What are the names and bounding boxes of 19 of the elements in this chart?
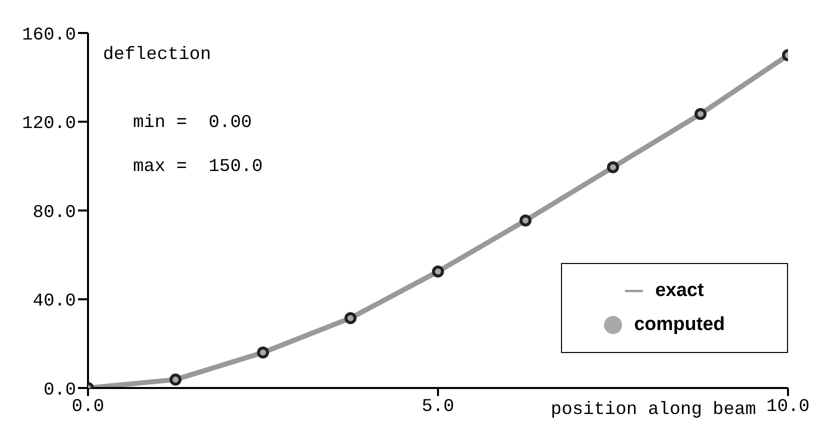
y-axis-title: deflection (103, 45, 212, 65)
point (256, 346, 270, 359)
point (519, 214, 532, 226)
annotation: min = 0.00 (133, 113, 252, 133)
y-tick-label: 40.0 (32, 292, 76, 312)
point (344, 312, 357, 324)
y-tick-label: 120.0 (22, 114, 76, 134)
legend-label: computed (634, 314, 725, 335)
y-tick-label: 160.0 (22, 25, 76, 46)
point (432, 266, 444, 278)
point (169, 374, 182, 386)
y-tick-label: 80.0 (32, 202, 76, 223)
point (694, 108, 707, 120)
point (606, 161, 620, 174)
legend-label: exact (655, 280, 704, 301)
annotation: max = 150.0 (133, 157, 263, 177)
x-tick-label: 10.0 (766, 396, 810, 417)
x-tick-label: 5.0 (422, 396, 454, 417)
x-axis-title: position along beam (550, 400, 756, 420)
